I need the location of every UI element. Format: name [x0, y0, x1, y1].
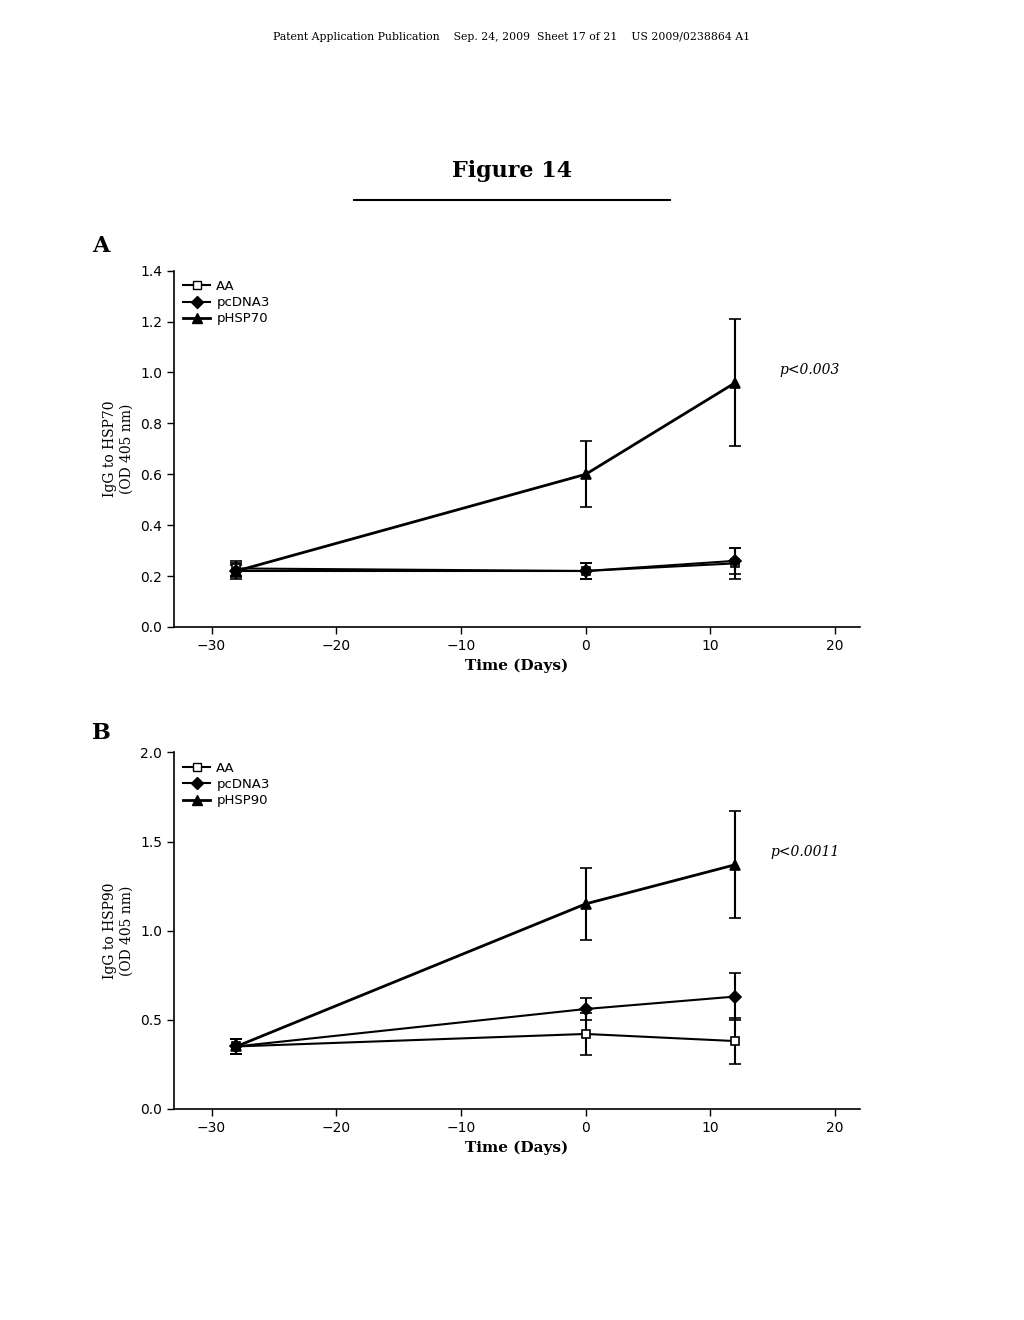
X-axis label: Time (Days): Time (Days) — [466, 1140, 568, 1155]
Legend: AA, pcDNA3, pHSP70: AA, pcDNA3, pHSP70 — [180, 277, 272, 329]
X-axis label: Time (Days): Time (Days) — [466, 659, 568, 673]
Legend: AA, pcDNA3, pHSP90: AA, pcDNA3, pHSP90 — [180, 759, 272, 810]
Text: Patent Application Publication    Sep. 24, 2009  Sheet 17 of 21    US 2009/02388: Patent Application Publication Sep. 24, … — [273, 32, 751, 42]
Text: B: B — [92, 722, 111, 744]
Text: p<0.003: p<0.003 — [779, 363, 840, 378]
Y-axis label: IgG to HSP90
(OD 405 nm): IgG to HSP90 (OD 405 nm) — [103, 882, 133, 979]
Text: A: A — [92, 235, 110, 257]
Y-axis label: IgG to HSP70
(OD 405 nm): IgG to HSP70 (OD 405 nm) — [103, 400, 133, 498]
Text: p<0.0011: p<0.0011 — [770, 845, 840, 859]
Text: Figure 14: Figure 14 — [452, 160, 572, 182]
